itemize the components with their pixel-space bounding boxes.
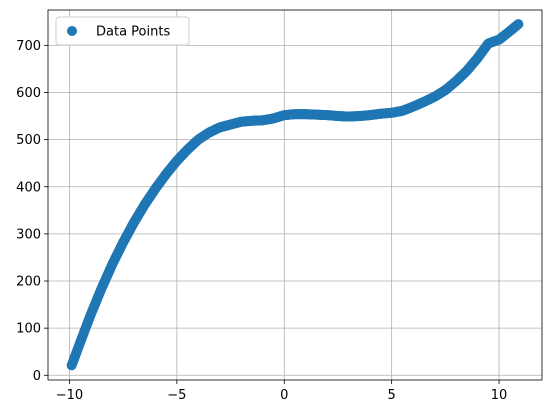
y-tick-label: 600 [16,86,41,101]
legend-marker [67,26,77,36]
legend-box [55,16,190,46]
x-tick-label: −5 [167,388,186,403]
x-tick-label: 0 [280,388,288,403]
y-tick-label: 300 [16,227,41,242]
x-tick-label: 5 [388,388,396,403]
x-tick-label: −10 [56,388,83,403]
x-tick-label: 10 [491,388,508,403]
y-tick-label: 500 [16,133,41,148]
y-tick-label: 100 [16,322,41,337]
legend: Data Points [55,16,190,46]
y-tick-label: 400 [16,180,41,195]
y-axis-ticks: 0 100 200 300 400 500 600 700 [16,39,48,384]
plot-frame [47,9,543,381]
x-axis-ticks: −10 −5 0 5 10 [56,380,508,403]
y-tick-label: 200 [16,275,41,290]
y-tick-label: 700 [16,39,41,54]
legend-label-data-points: Data Points [96,25,170,40]
data-points [66,19,524,371]
data-point [513,19,524,30]
y-tick-label: 0 [33,369,41,384]
